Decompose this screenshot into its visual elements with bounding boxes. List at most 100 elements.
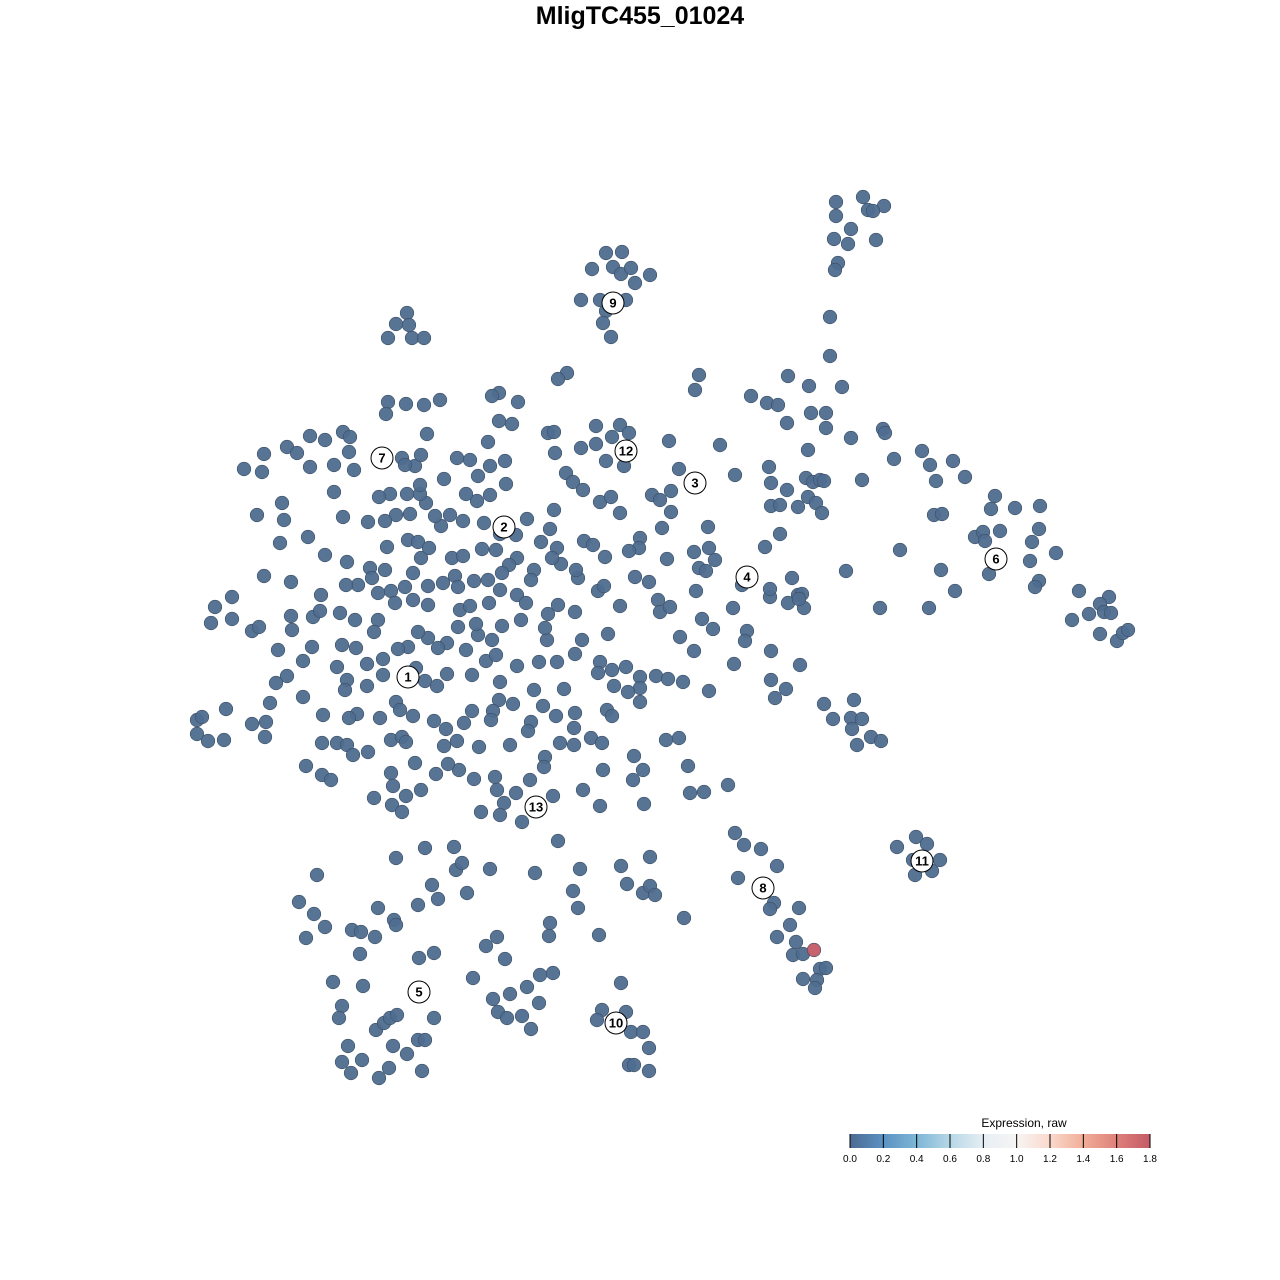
data-point: [274, 495, 290, 511]
data-point: [337, 682, 353, 698]
data-point: [556, 681, 572, 697]
data-point: [394, 804, 410, 820]
cluster-label-badge: [601, 291, 625, 315]
data-point: [680, 758, 696, 774]
data-point: [510, 394, 526, 410]
data-point: [928, 473, 944, 489]
data-point: [780, 368, 796, 384]
data-point: [380, 330, 396, 346]
data-point: [686, 643, 702, 659]
data-point: [388, 316, 404, 332]
data-point: [712, 437, 728, 453]
data-point: [371, 489, 387, 505]
data-point: [334, 998, 350, 1014]
data-point: [508, 785, 524, 801]
colorbar-tick-label: 0.8: [976, 1154, 990, 1165]
data-point: [908, 829, 924, 845]
data-point: [317, 432, 333, 448]
data-point: [341, 710, 357, 726]
data-point: [531, 654, 547, 670]
colorbar-tick-label: 0.6: [943, 1154, 957, 1165]
data-point: [818, 405, 834, 421]
data-point: [405, 708, 421, 724]
data-point: [492, 582, 508, 598]
data-point: [700, 519, 716, 535]
data-point: [822, 348, 838, 364]
data-point: [410, 624, 426, 640]
data-point: [767, 690, 783, 706]
data-point: [413, 550, 429, 566]
data-point: [868, 232, 884, 248]
data-point: [348, 640, 364, 656]
data-point: [359, 678, 375, 694]
data-point: [388, 507, 404, 523]
cluster-label-badge: [604, 1011, 628, 1035]
data-point: [635, 762, 651, 778]
data-point: [671, 730, 687, 746]
data-point: [487, 769, 503, 785]
data-point: [726, 656, 742, 672]
data-point: [518, 595, 534, 611]
cluster-label-text: 13: [529, 800, 543, 815]
data-point: [284, 622, 300, 638]
data-point: [573, 440, 589, 456]
data-point: [877, 425, 893, 441]
data-point: [658, 732, 674, 748]
data-point: [442, 507, 458, 523]
data-point: [827, 262, 843, 278]
cluster-label-badge: [984, 547, 1008, 571]
data-point: [840, 236, 856, 252]
cluster-label-badge: [407, 980, 431, 1004]
data-point: [276, 512, 292, 528]
data-point: [865, 203, 881, 219]
data-point: [454, 855, 470, 871]
data-point: [410, 534, 426, 550]
cluster-label-text: 12: [619, 444, 633, 459]
data-point: [687, 382, 703, 398]
data-point: [375, 667, 391, 683]
data-point: [730, 870, 746, 886]
data-point: [236, 461, 252, 477]
data-point: [471, 739, 487, 755]
data-point: [194, 709, 210, 725]
data-point: [621, 543, 637, 559]
data-point: [584, 261, 600, 277]
colorbar-tick-label: 0.4: [910, 1154, 924, 1165]
cluster-label-badge: [751, 876, 775, 900]
data-point: [488, 647, 504, 663]
data-point: [339, 554, 355, 570]
data-point: [458, 486, 474, 502]
data-point: [792, 657, 808, 673]
data-point: [399, 486, 415, 502]
data-point: [256, 446, 272, 462]
data-point: [572, 861, 588, 877]
data-point: [499, 1010, 515, 1026]
cluster-label: 6: [984, 547, 1008, 571]
data-point: [254, 464, 270, 480]
data-point: [688, 583, 704, 599]
data-point: [497, 951, 513, 967]
cluster-label-text: 4: [743, 570, 751, 585]
data-point: [705, 621, 721, 637]
cluster-label-text: 9: [609, 296, 616, 311]
data-point: [763, 643, 779, 659]
cluster-label-badge: [683, 471, 707, 495]
data-point: [410, 897, 426, 913]
data-point: [662, 599, 678, 615]
data-point: [370, 585, 386, 601]
data-point: [1048, 545, 1064, 561]
data-point: [456, 715, 472, 731]
data-point: [826, 231, 842, 247]
cluster-label-text: 7: [378, 451, 385, 466]
cluster-label: 3: [683, 471, 707, 495]
data-point: [449, 733, 465, 749]
data-point: [291, 894, 307, 910]
data-point: [778, 681, 794, 697]
data-point: [603, 489, 619, 505]
data-point: [352, 946, 368, 962]
data-point: [606, 678, 622, 694]
data-point: [854, 472, 870, 488]
cluster-label: 1: [396, 665, 420, 689]
cluster-label: 5: [407, 980, 431, 1004]
data-point: [567, 604, 583, 620]
